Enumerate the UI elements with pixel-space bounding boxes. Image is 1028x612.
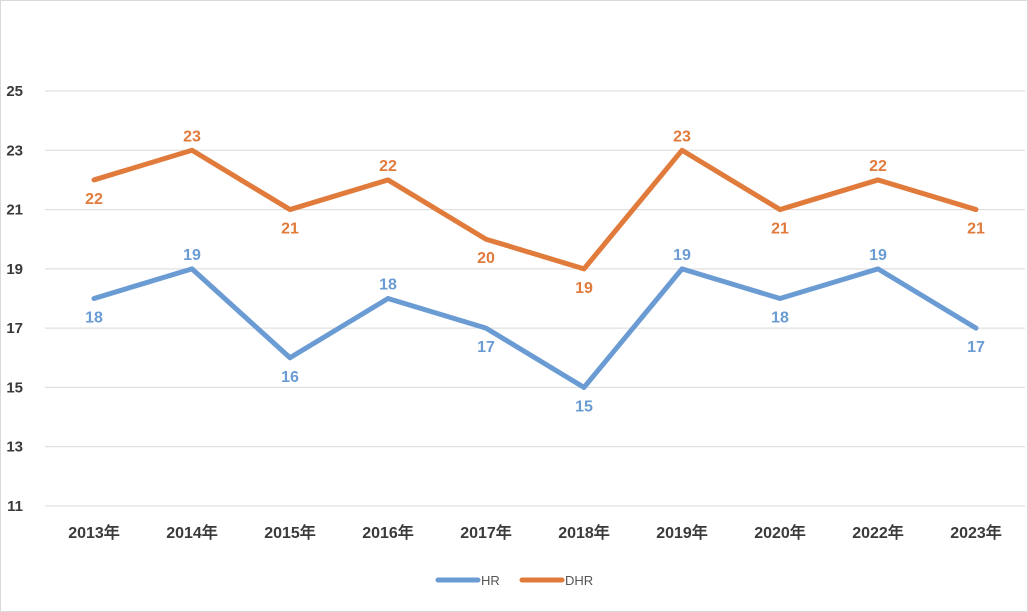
data-label-hr: 19 (183, 247, 201, 264)
data-label-dhr: 22 (379, 158, 397, 175)
series-line-hr (91, 266, 979, 390)
x-tick-label: 2023年 (950, 523, 1002, 542)
y-tick-label: 23 (6, 142, 23, 159)
data-label-dhr: 21 (967, 221, 985, 238)
data-label-hr: 16 (281, 369, 299, 386)
series-line-dhr (91, 147, 979, 272)
data-label-dhr: 23 (673, 128, 691, 145)
x-tick-label: 2020年 (754, 523, 806, 542)
data-label-hr: 17 (967, 339, 985, 356)
legend-label-dhr: DHR (565, 573, 593, 588)
data-label-dhr: 21 (281, 221, 299, 238)
x-tick-label: 2019年 (656, 523, 708, 542)
data-label-hr: 18 (771, 310, 789, 327)
x-tick-label: 2016年 (362, 523, 414, 542)
x-tick-label: 2022年 (852, 523, 904, 542)
x-axis-ticks: 2013年 2014年 2015年 2016年 2017年 2018年 2019年 2020年… (68, 523, 1002, 542)
data-label-hr: 18 (379, 277, 397, 294)
x-tick-label: 2018年 (558, 523, 610, 542)
data-label-dhr: 19 (575, 280, 593, 297)
data-label-dhr: 21 (771, 221, 789, 238)
legend-label-hr: HR (481, 573, 500, 588)
series-lines (91, 147, 979, 390)
data-labels: 18 19 16 18 17 15 19 18 19 17 22 23 21 22 20 19 23 21 22 21 (85, 128, 985, 415)
data-label-hr: 18 (85, 310, 103, 327)
data-label-hr: 15 (575, 398, 593, 415)
y-tick-label: 13 (6, 439, 23, 456)
x-tick-label: 2014年 (166, 523, 218, 542)
y-tick-label: 15 (6, 379, 23, 396)
y-tick-label: 17 (6, 320, 23, 337)
y-tick-label: 25 (6, 83, 23, 100)
data-label-dhr: 23 (183, 128, 201, 145)
y-axis-ticks: 11 13 15 17 19 21 23 25 (6, 83, 23, 515)
x-tick-label: 2017年 (460, 523, 512, 542)
data-label-dhr: 20 (477, 250, 495, 267)
x-tick-label: 2013年 (68, 523, 120, 542)
data-label-hr: 19 (869, 247, 887, 264)
y-tick-label: 21 (6, 202, 23, 219)
gridlines (45, 90, 1025, 507)
y-tick-label: 11 (7, 498, 23, 515)
y-tick-label: 19 (6, 261, 23, 278)
data-label-dhr: 22 (85, 191, 103, 208)
legend: HR DHR (435, 573, 593, 588)
data-label-dhr: 22 (869, 158, 887, 175)
data-label-hr: 17 (477, 339, 495, 356)
data-label-hr: 19 (673, 247, 691, 264)
x-tick-label: 2015年 (264, 523, 316, 542)
